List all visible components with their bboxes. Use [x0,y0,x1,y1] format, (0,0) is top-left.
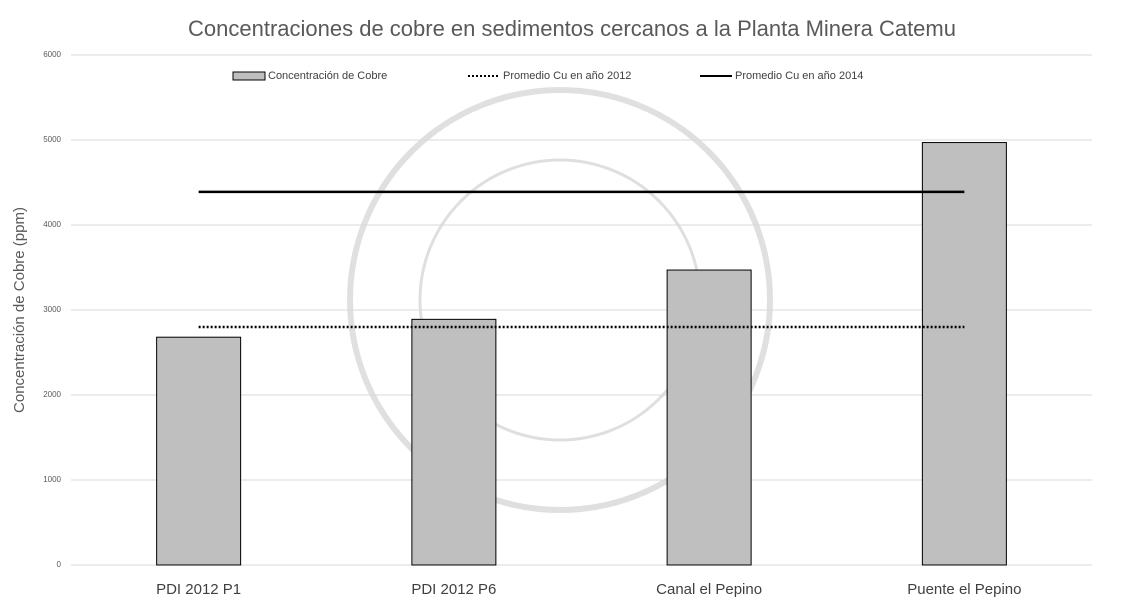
legend-label: Promedio Cu en año 2014 [735,70,863,82]
y-axis-label: Concentración de Cobre (ppm) [11,207,28,413]
y-tick-label: 3000 [43,305,61,314]
y-tick-label: 2000 [43,390,61,399]
legend-swatch [232,71,266,81]
y-tick-label: 4000 [43,220,61,229]
x-tick-label: Canal el Pepino [656,581,762,598]
x-tick-label: Puente el Pepino [907,581,1021,598]
y-tick-label: 5000 [43,135,61,144]
y-tick-label: 0 [57,560,62,569]
x-tick-label: PDI 2012 P6 [411,581,496,598]
bar [921,142,1007,566]
chart-title: Concentraciones de cobre en sedimentos c… [188,16,956,41]
legend-label: Concentración de Cobre [268,70,387,82]
bar [156,336,242,566]
y-tick-label: 6000 [43,50,61,59]
bar [411,318,497,566]
x-tick-label: PDI 2012 P1 [156,581,241,598]
legend-label: Promedio Cu en año 2012 [503,70,631,82]
y-tick-label: 1000 [43,475,61,484]
bar [666,269,752,566]
